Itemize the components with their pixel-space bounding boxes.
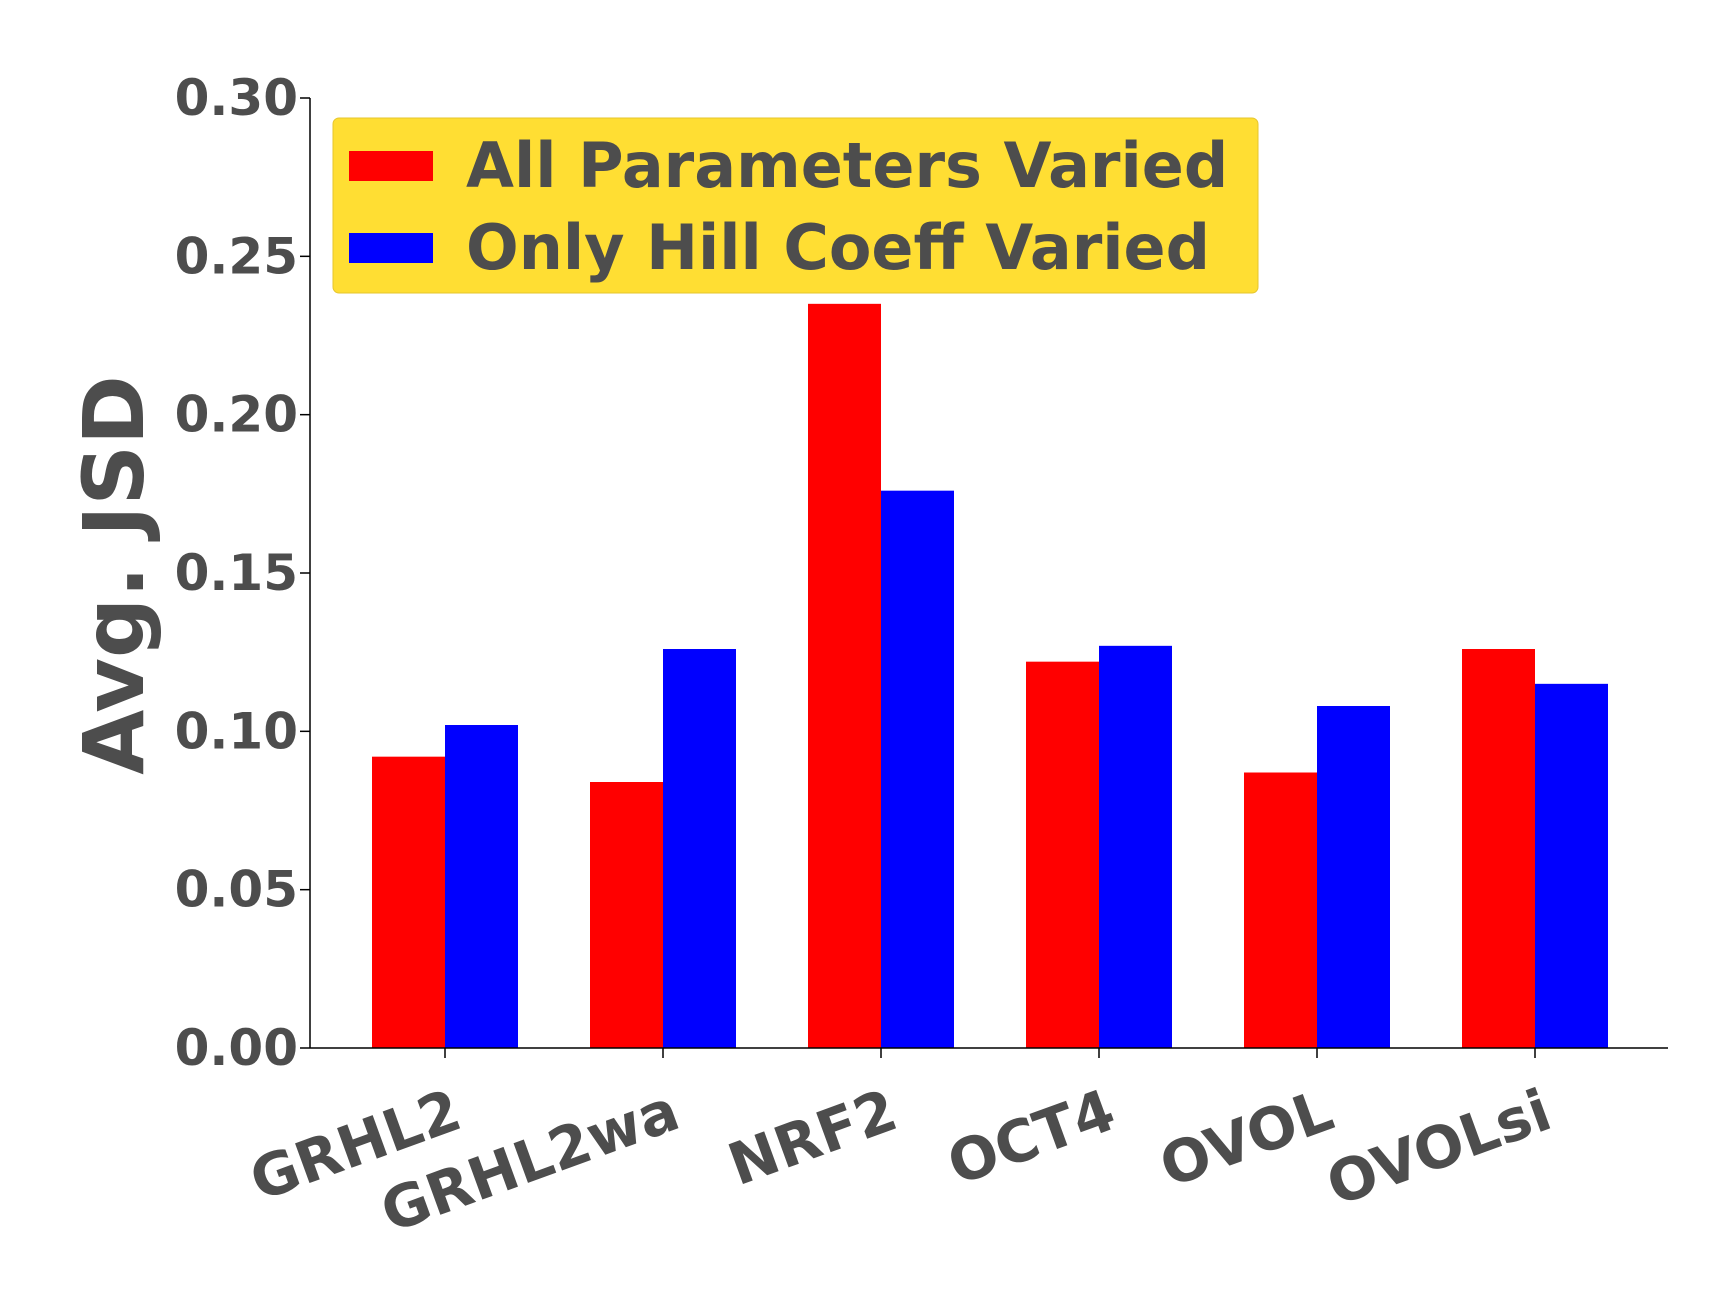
bar-ovolsi-series-2 <box>1535 683 1608 1048</box>
bar-grhl2-series-1 <box>372 756 445 1048</box>
y-tick-label: 0.30 <box>175 69 298 127</box>
bar-oct4-series-1 <box>1026 661 1099 1048</box>
legend-swatch-1 <box>349 151 433 181</box>
x-tick-label-nrf2: NRF2 <box>720 1076 906 1199</box>
bars-layer <box>372 303 1608 1049</box>
y-ticks: 0.00 0.05 0.10 0.15 0.20 0.25 0.30 <box>175 69 310 1077</box>
bar-nrf2-series-1 <box>808 303 881 1048</box>
y-tick-label: 0.20 <box>175 386 298 444</box>
legend-label-2: Only Hill Coeff Varied <box>466 211 1210 284</box>
bar-ovolsi-series-1 <box>1462 649 1535 1048</box>
legend-box <box>332 117 1259 294</box>
bar-grhl2-series-2 <box>445 725 518 1048</box>
legend-swatch-2 <box>349 233 433 263</box>
x-tick-label-ovolsi: OVOLsi <box>1318 1076 1560 1219</box>
y-axis-title: Avg. JSD <box>65 375 163 775</box>
y-tick-label: 0.05 <box>175 861 298 919</box>
bar-ovol-series-1 <box>1244 772 1317 1048</box>
bar-nrf2-series-2 <box>881 490 954 1049</box>
bar-oct4-series-2 <box>1099 645 1172 1048</box>
y-tick-label: 0.00 <box>175 1019 298 1077</box>
y-tick-label: 0.10 <box>175 702 298 760</box>
y-tick-label: 0.15 <box>175 544 298 602</box>
x-tick-label-oct4: OCT4 <box>939 1076 1124 1199</box>
x-tick-label-ovol: OVOL <box>1151 1076 1341 1201</box>
bar-grhl2wa-series-1 <box>590 782 663 1048</box>
y-tick-label: 0.25 <box>175 227 298 285</box>
legend: All Parameters Varied Only Hill Coeff Var… <box>332 117 1259 294</box>
bar-ovol-series-2 <box>1317 706 1390 1048</box>
legend-label-1: All Parameters Varied <box>466 129 1228 202</box>
bar-grhl2wa-series-2 <box>663 649 736 1048</box>
